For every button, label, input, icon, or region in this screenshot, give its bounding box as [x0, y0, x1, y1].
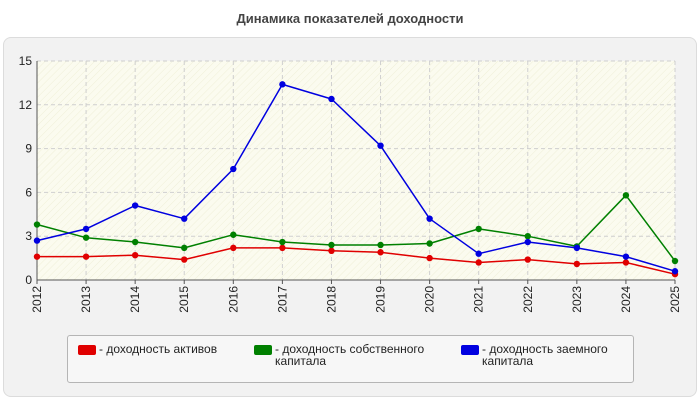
data-point-series-3 — [230, 165, 237, 173]
legend-label: - доходность активов — [99, 342, 218, 356]
data-point-series-2 — [671, 257, 679, 265]
data-point-series-3 — [426, 215, 433, 222]
x-tick-label: 2022 — [521, 286, 535, 313]
data-point-series-1 — [82, 253, 90, 260]
data-point-series-1 — [230, 244, 237, 252]
data-point-series-1 — [328, 247, 335, 254]
data-point-series-2 — [82, 234, 90, 241]
series-line-2 — [36, 194, 676, 262]
data-point-series-2 — [181, 244, 188, 252]
x-tick-label: 2019 — [374, 286, 388, 313]
data-point-series-3 — [33, 237, 41, 244]
data-point-series-2 — [328, 241, 335, 249]
data-point-series-2 — [131, 238, 139, 246]
x-tick-label: 2016 — [226, 286, 240, 313]
y-tick-label: 9 — [25, 142, 32, 156]
legend-label: - доходность заемного капитала — [482, 342, 608, 368]
legend-label: - доходность собственного капитала — [275, 342, 425, 368]
data-point-series-2 — [622, 192, 630, 199]
y-tick-label: 6 — [25, 185, 32, 199]
data-point-series-2 — [475, 225, 482, 233]
series-line-1 — [37, 247, 676, 275]
x-tick-label: 2023 — [570, 286, 584, 313]
data-point-series-2 — [279, 238, 286, 246]
legend-swatch — [461, 345, 479, 355]
data-point-series-1 — [524, 256, 531, 263]
data-point-series-3 — [181, 215, 188, 222]
x-tick-label: 2021 — [472, 286, 486, 313]
legend: - доходность активов - доходность собстве… — [67, 335, 634, 383]
data-point-series-2 — [524, 233, 531, 240]
data-point-series-3 — [82, 225, 90, 233]
data-point-series-3 — [524, 238, 531, 246]
data-point-series-1 — [279, 244, 286, 252]
y-tick-label: 15 — [19, 54, 33, 68]
data-point-series-1 — [573, 260, 581, 268]
y-tick-label: 12 — [19, 98, 33, 112]
data-point-series-1 — [377, 249, 384, 256]
legend-swatch — [78, 345, 96, 355]
data-point-series-3 — [279, 81, 286, 88]
series-layer — [33, 81, 679, 278]
data-point-series-3 — [475, 250, 482, 257]
y-tick-label: 0 — [25, 273, 32, 287]
x-tick-label: 2025 — [668, 286, 682, 313]
y-tick-label: 3 — [25, 229, 32, 243]
data-point-series-3 — [622, 253, 630, 260]
x-tick-label: 2013 — [79, 286, 93, 313]
chart-title: Динамика показателей доходности — [236, 11, 464, 26]
series-line-3 — [36, 83, 676, 272]
data-point-series-1 — [131, 251, 139, 259]
data-point-series-2 — [33, 221, 41, 228]
x-tick-label: 2017 — [275, 286, 289, 313]
data-point-series-3 — [328, 95, 335, 103]
data-point-series-3 — [377, 142, 384, 149]
x-tick-label: 2018 — [324, 286, 338, 313]
legend-swatch — [254, 345, 272, 355]
data-point-series-1 — [426, 254, 433, 262]
data-point-series-1 — [33, 253, 41, 260]
x-tick-label: 2012 — [30, 286, 44, 313]
data-point-series-3 — [573, 244, 581, 252]
data-point-series-1 — [622, 259, 630, 266]
x-tick-label: 2020 — [423, 286, 437, 313]
data-point-series-1 — [181, 256, 188, 263]
x-tick-label: 2024 — [619, 286, 633, 313]
data-point-series-2 — [426, 240, 433, 247]
data-point-series-3 — [131, 202, 139, 209]
tick-labels: 0 3 6 9 12 15 2012 2013 2014 2015 2016 2017 2018 2019… — [19, 54, 682, 313]
data-point-series-2 — [377, 241, 384, 249]
data-point-series-2 — [230, 231, 237, 238]
x-tick-label: 2015 — [177, 286, 191, 313]
data-point-series-1 — [475, 259, 482, 266]
x-tick-label: 2014 — [128, 286, 142, 313]
data-point-series-3 — [671, 268, 679, 275]
